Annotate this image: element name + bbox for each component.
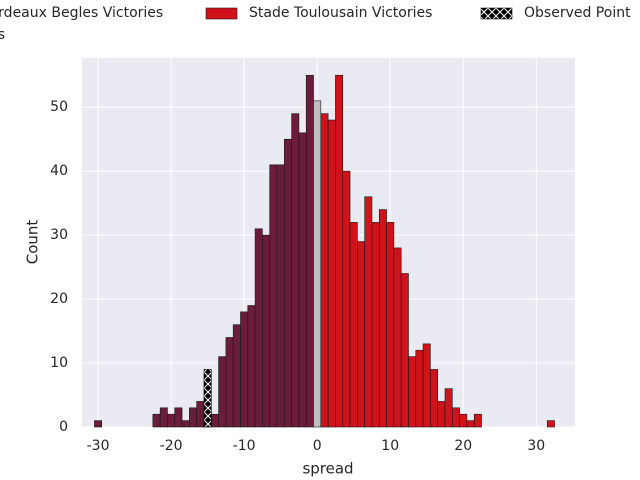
bar [269, 164, 278, 428]
bar [196, 401, 205, 428]
bar [152, 413, 161, 428]
bar [240, 311, 249, 428]
y-axis-label: Count [24, 220, 42, 265]
y-tick-label: 50 [50, 99, 68, 115]
bar [364, 196, 373, 428]
legend-label: Draws [0, 27, 5, 43]
x-tick-label: 10 [381, 438, 399, 454]
legend-swatch [480, 7, 513, 20]
bar [422, 343, 431, 428]
legend-swatch [205, 7, 238, 20]
bar [167, 413, 176, 428]
bar [408, 356, 417, 428]
bar [210, 413, 219, 428]
legend-label: Observed Point [524, 5, 631, 21]
bar [451, 407, 460, 428]
bar [459, 413, 468, 428]
x-tick-label: 30 [527, 438, 545, 454]
bar [247, 305, 256, 428]
x-tick-label: -10 [233, 438, 256, 454]
bar [298, 132, 307, 428]
bar [254, 228, 263, 428]
bar [466, 420, 475, 428]
bar [437, 401, 446, 428]
legend-label: Bordeaux Begles Victories [0, 5, 163, 21]
bar [415, 349, 424, 428]
legend-label: Stade Toulousain Victories [249, 5, 432, 21]
bar [386, 222, 395, 428]
bar [291, 113, 300, 428]
x-tick-label: -30 [87, 438, 110, 454]
bar [94, 420, 103, 428]
bar [371, 222, 380, 428]
bar [444, 388, 453, 428]
bar [546, 420, 555, 428]
y-tick-label: 30 [50, 227, 68, 243]
bar [276, 164, 285, 428]
bar [232, 324, 241, 428]
bar [218, 356, 227, 428]
y-tick-label: 20 [50, 291, 68, 307]
y-tick-label: 40 [50, 163, 68, 179]
x-tick-label: 0 [313, 438, 322, 454]
bar [189, 407, 197, 428]
bar [313, 100, 322, 428]
y-tick-label: 10 [50, 355, 68, 371]
bar [284, 138, 292, 428]
bar [305, 74, 314, 428]
x-tick-label: -20 [160, 438, 183, 454]
y-tick-label: 0 [59, 419, 68, 435]
bar [335, 74, 344, 428]
bar [174, 407, 183, 428]
bar [473, 413, 482, 428]
observed-bar [203, 369, 212, 428]
x-axis-label: spread [302, 460, 353, 478]
bar [342, 170, 351, 428]
bar [357, 241, 365, 428]
bar [349, 222, 358, 428]
bar [430, 369, 438, 428]
bar [262, 234, 271, 428]
bar [327, 119, 336, 428]
bar [378, 209, 387, 428]
x-tick-label: 20 [454, 438, 472, 454]
bar [159, 407, 168, 428]
bar [225, 337, 234, 428]
bar [393, 247, 402, 428]
bar [400, 273, 409, 428]
bar [320, 113, 329, 428]
bar [181, 420, 190, 428]
